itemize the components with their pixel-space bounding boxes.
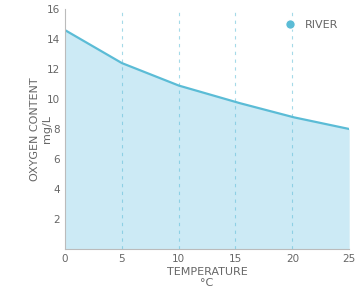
Legend: RIVER: RIVER bbox=[274, 15, 344, 36]
Y-axis label: OXYGEN CONTENT
mg/L: OXYGEN CONTENT mg/L bbox=[30, 77, 52, 181]
X-axis label: TEMPERATURE
°C: TEMPERATURE °C bbox=[167, 267, 247, 288]
